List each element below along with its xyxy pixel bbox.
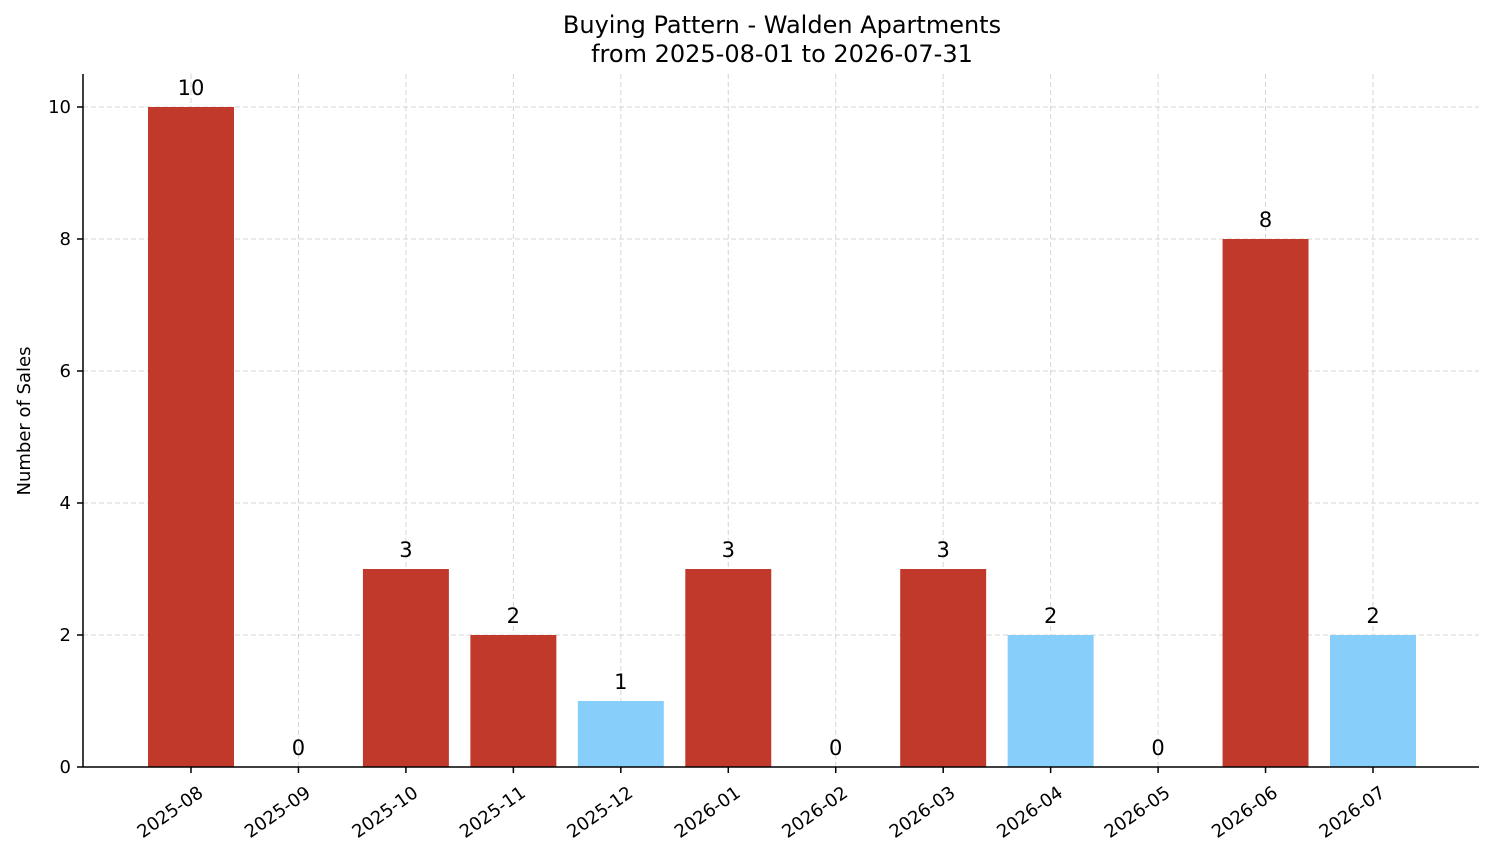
chart-subtitle: from 2025-08-01 to 2026-07-31 (591, 40, 973, 68)
x-tick-label: 2026-04 (993, 782, 1067, 842)
bar (470, 635, 557, 767)
bar-value-label: 8 (1259, 208, 1272, 232)
x-tick-label: 2025-11 (456, 782, 530, 842)
bar-value-label: 3 (399, 538, 412, 562)
x-tick-label: 2025-10 (348, 782, 422, 842)
bar-value-label: 0 (829, 736, 842, 760)
bar (1222, 239, 1309, 767)
y-axis-label: Number of Sales (14, 346, 35, 495)
y-tick-label: 2 (60, 625, 71, 646)
x-tick-label: 2025-08 (134, 782, 208, 842)
bar-value-label: 2 (507, 604, 520, 628)
x-tick-label: 2026-06 (1208, 782, 1282, 842)
x-tick-label: 2025-12 (563, 782, 637, 842)
bar (900, 569, 987, 767)
y-tick-label: 0 (60, 757, 71, 778)
bar-value-label: 10 (178, 76, 205, 100)
x-tick-label: 2026-07 (1316, 782, 1390, 842)
bar-value-label: 2 (1044, 604, 1057, 628)
bars (148, 107, 1416, 767)
x-tick-label: 2025-09 (241, 782, 315, 842)
bar-value-label: 3 (936, 538, 949, 562)
bar (362, 569, 449, 767)
bar-value-labels: 10 0 3 2 1 3 0 3 2 0 8 2 (178, 76, 1380, 760)
bar (1330, 635, 1416, 767)
chart-title: Buying Pattern - Walden Apartments (563, 11, 1001, 39)
x-tick-label: 2026-02 (778, 782, 852, 842)
bar (577, 701, 664, 767)
bar-value-label: 0 (1151, 736, 1164, 760)
bar-value-label: 1 (614, 670, 627, 694)
bar-value-label: 3 (722, 538, 735, 562)
x-tick-label: 2026-01 (671, 782, 745, 842)
bar-value-label: 0 (292, 736, 305, 760)
y-tick-label: 4 (60, 493, 71, 514)
y-tick-label: 6 (60, 361, 71, 382)
bar (148, 107, 234, 767)
bar (1007, 635, 1094, 767)
y-tick-label: 10 (48, 97, 71, 118)
bar-value-label: 2 (1366, 604, 1379, 628)
bar (685, 569, 772, 767)
y-tick-label: 8 (60, 229, 71, 250)
x-tick-label: 2026-03 (886, 782, 960, 842)
x-tick-label: 2026-05 (1101, 782, 1175, 842)
